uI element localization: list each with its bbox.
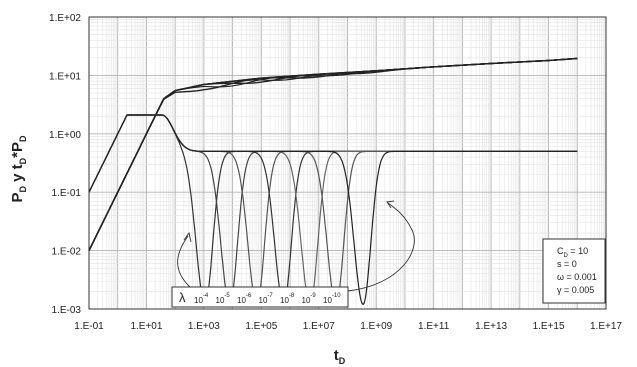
x-axis-label-main: t (334, 347, 339, 364)
y-tick-label: 1.E-03 (52, 305, 82, 316)
tick-labels: 1.E-01 1.E+01 1.E+03 1.E+05 1.E+07 1.E+09 1.E+… (49, 13, 622, 332)
y-tick-label: 1.E-01 (52, 188, 82, 199)
legend-entry: ω = 0.001 (557, 272, 597, 282)
lambda-value-label: 10-8 (280, 293, 295, 305)
legend-entry: CD = 10 (557, 246, 588, 259)
lambda-value-label: 10-6 (237, 293, 252, 305)
y-axis-label-sub: D (18, 135, 28, 142)
x-tick-label: 1.E+01 (130, 321, 162, 332)
derivative-curve (88, 114, 578, 305)
legend-entry-sub: D (564, 253, 569, 259)
lambda-value-label: 10-10 (323, 293, 341, 305)
y-axis-label: PD y tD*PD (9, 135, 28, 203)
callout-arrow-right (386, 200, 395, 209)
y-tick-label: 1.E-02 (52, 247, 82, 258)
legend-entry-text: γ = 0.005 (557, 285, 594, 295)
legend-entry: γ = 0.005 (557, 285, 594, 295)
lambda-exponent: -4 (203, 293, 209, 299)
lambda-exponent: -9 (310, 293, 316, 299)
lambda-exponent: -5 (224, 293, 230, 299)
x-tick-label: 1.E+09 (360, 321, 392, 332)
legend-entry-text: C (557, 246, 564, 256)
x-tick-label: 1.E+17 (590, 321, 622, 332)
x-axis-label-sub: D (339, 356, 346, 366)
lambda-symbol: λ (179, 290, 186, 305)
legend-entry: s = 0 (557, 259, 577, 269)
curves (88, 57, 578, 306)
plot-frame (88, 16, 607, 310)
x-tick-label: 1.E+07 (303, 321, 335, 332)
y-tick-label: 1.E+02 (49, 13, 81, 24)
lambda-exponent: -10 (332, 293, 341, 299)
callout-line-left (177, 235, 191, 288)
lambda-base: 10 (302, 296, 311, 305)
y-axis-label-part: y t (9, 164, 26, 186)
legend-box (542, 238, 606, 304)
x-tick-label: 1.E-01 (74, 321, 104, 332)
lambda-exponent: -6 (246, 293, 252, 299)
x-axis-label: tD (334, 347, 346, 366)
lambda-base: 10 (323, 296, 332, 305)
y-axis-label-sub: D (18, 157, 28, 164)
legend-entry-text: ω = 0.001 (557, 272, 597, 282)
lambda-base: 10 (194, 296, 203, 305)
legend-entry-text: s = 0 (557, 259, 577, 269)
callout-line-right (347, 202, 415, 292)
lambda-base: 10 (259, 296, 268, 305)
y-axis-label-sub: D (18, 186, 28, 193)
lambda-value-label: 10-7 (259, 293, 274, 305)
x-tick-label: 1.E+11 (418, 321, 450, 332)
lambda-exponent: -8 (289, 293, 295, 299)
y-axis-label-part: *P (9, 142, 26, 158)
lambda-exponent: -7 (267, 293, 273, 299)
x-tick-label: 1.E+15 (533, 321, 565, 332)
lambda-base: 10 (280, 296, 289, 305)
x-tick-label: 1.E+05 (245, 321, 277, 332)
legend-entry-rest: = 10 (568, 246, 588, 256)
lambda-value-label: 10-4 (194, 293, 209, 305)
x-tick-label: 1.E+13 (475, 321, 507, 332)
y-tick-label: 1.E+01 (49, 71, 81, 82)
grid (88, 16, 607, 310)
y-tick-label: 1.E+00 (49, 130, 81, 141)
lambda-value-label: 10-5 (216, 293, 231, 305)
x-tick-label: 1.E+03 (188, 321, 220, 332)
y-axis-label-part: P (9, 193, 26, 203)
lambda-box (171, 286, 349, 308)
lambda-base: 10 (216, 296, 225, 305)
pressure-curve (88, 57, 578, 251)
lambda-base: 10 (237, 296, 246, 305)
callout-arrow-left (183, 231, 192, 243)
lambda-value-label: 10-9 (302, 293, 317, 305)
